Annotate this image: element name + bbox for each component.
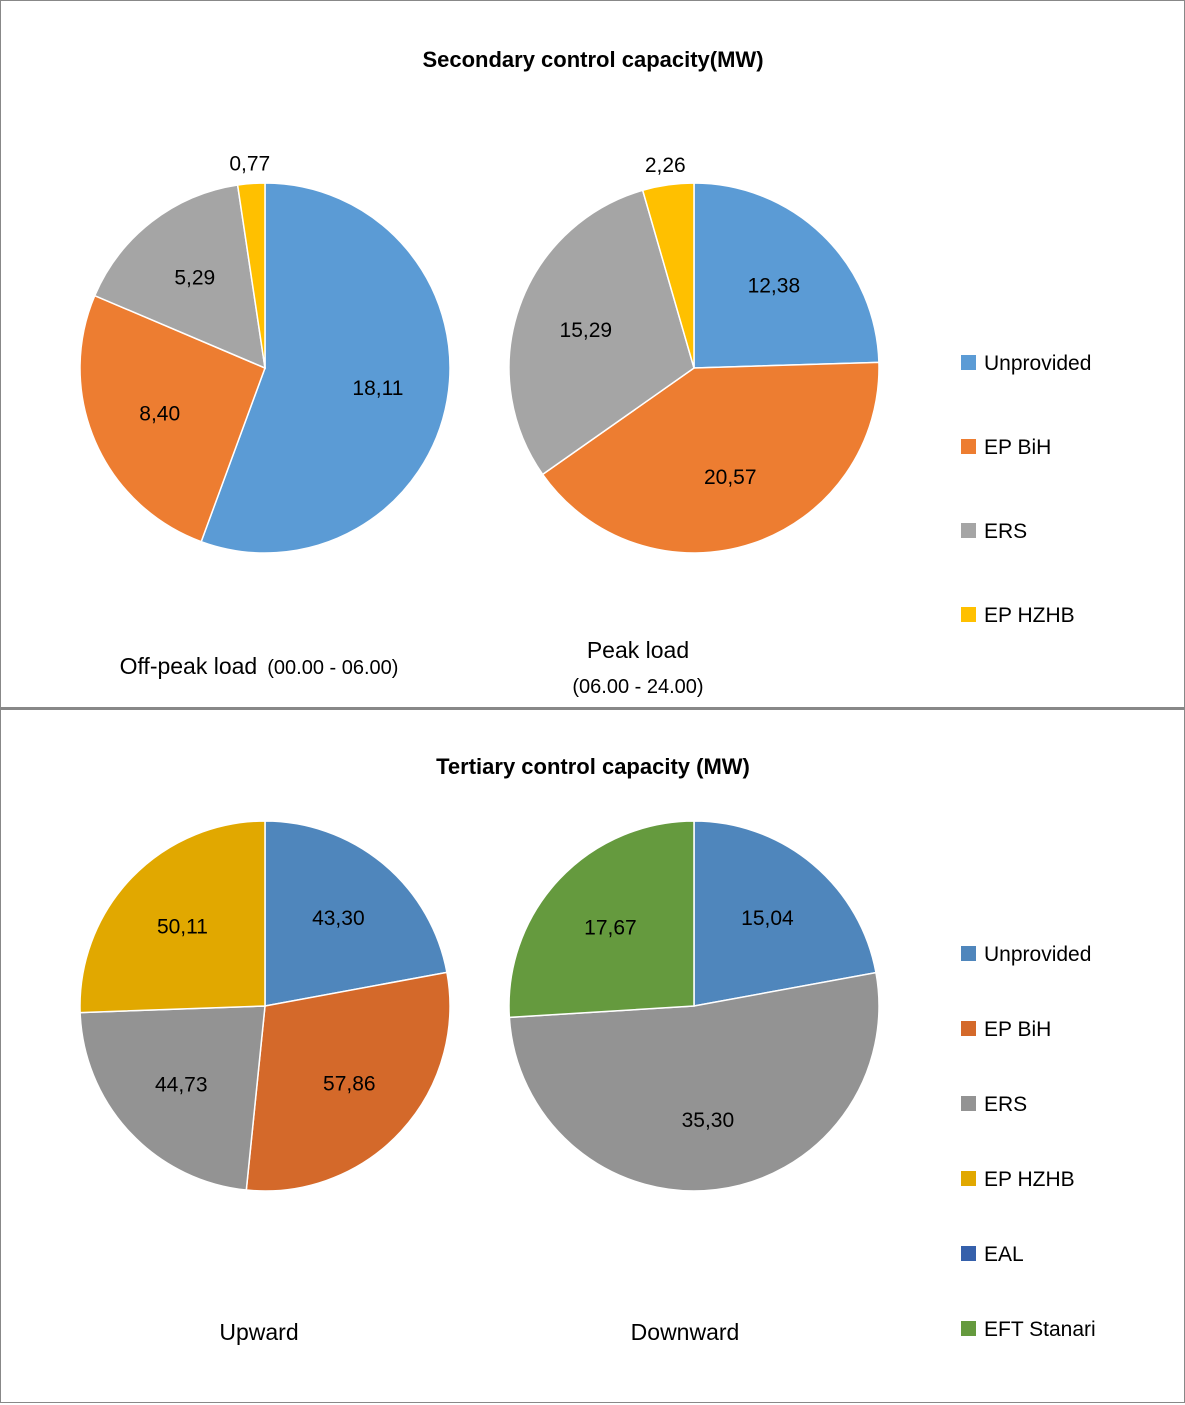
pie-peak: 12,38 20,57 15,29 2,26 xyxy=(508,154,880,554)
data-label-ep-hzhb: 0,77 xyxy=(229,153,270,176)
legend-label-unprovided: Unprovided xyxy=(984,943,1091,966)
secondary-chart-panel: Secondary control capacity(MW) 18,11 8,40… xyxy=(0,0,1185,708)
caption-peak-sub: (06.00 - 24.00) xyxy=(572,676,703,698)
pie-slice-unprovided xyxy=(693,182,880,369)
pie-slice-ers xyxy=(79,1005,266,1191)
tertiary-chart-svg: Tertiary control capacity (MW) 43,30 57,8… xyxy=(79,754,1096,1345)
data-label-ep-bih: 8,40 xyxy=(139,403,180,426)
pie-slice-unprovided xyxy=(264,820,448,1007)
pie-slice-unprovided xyxy=(693,820,877,1007)
data-label-unprovided: 15,04 xyxy=(741,907,794,930)
pie-slice-ep-hzhb xyxy=(79,820,266,1014)
legend-label-eal: EAL xyxy=(984,1243,1024,1266)
secondary-legend: Unprovided EP BiH ERS EP HZHB xyxy=(961,352,1091,627)
data-label-ers: 15,29 xyxy=(560,319,613,342)
data-label-unprovided: 18,11 xyxy=(352,377,403,400)
legend-label-unprovided: Unprovided xyxy=(984,352,1091,375)
data-label-unprovided: 12,38 xyxy=(748,275,801,298)
data-label-ep-bih: 20,57 xyxy=(704,466,757,489)
data-label-ers: 35,30 xyxy=(682,1109,735,1132)
legend-swatch-ers xyxy=(961,523,976,538)
caption-downward: Downward xyxy=(631,1319,740,1345)
data-label-ep-bih: 57,86 xyxy=(323,1073,376,1096)
data-label-ep-hzhb: 2,26 xyxy=(645,154,686,177)
legend-swatch-ep-bih xyxy=(961,1021,976,1036)
legend-label-ers: ERS xyxy=(984,520,1027,543)
legend-label-ep-hzhb: EP HZHB xyxy=(984,604,1075,627)
secondary-chart-svg: Secondary control capacity(MW) 18,11 8,40… xyxy=(79,47,1091,698)
legend-swatch-unprovided xyxy=(961,946,976,961)
tertiary-chart-panel: Tertiary control capacity (MW) 43,30 57,8… xyxy=(0,708,1185,1403)
pie-slice-ers xyxy=(93,184,266,370)
legend-swatch-unprovided xyxy=(961,355,976,370)
legend-label-ep-bih: EP BiH xyxy=(984,1018,1051,1041)
caption-off-peak: Off-peak load (00.00 - 06.00) xyxy=(120,653,399,679)
tertiary-legend: Unprovided EP BiH ERS EP HZHB EAL EFT Stanari xyxy=(961,943,1096,1341)
data-label-eft-stanari: 17,67 xyxy=(584,916,637,939)
pie-slice-ep-hzhb xyxy=(236,182,266,369)
data-label-ers: 5,29 xyxy=(174,266,215,289)
legend-swatch-eft-stanari xyxy=(961,1321,976,1336)
legend-label-ep-bih: EP BiH xyxy=(984,436,1051,459)
legend-swatch-eal xyxy=(961,1246,976,1261)
pie-upward: 43,30 57,86 44,73 50,11 xyxy=(79,820,451,1192)
legend-swatch-ep-bih xyxy=(961,439,976,454)
legend-label-ep-hzhb: EP HZHB xyxy=(984,1168,1075,1191)
pie-slice-unprovided xyxy=(200,182,451,554)
pie-off-peak: 18,11 8,40 5,29 0,77 xyxy=(79,153,451,554)
legend-swatch-ep-hzhb xyxy=(961,607,976,622)
pie-slice-ers xyxy=(508,971,880,1192)
data-label-ers: 44,73 xyxy=(155,1073,208,1096)
legend-swatch-ep-hzhb xyxy=(961,1171,976,1186)
data-label-ep-hzhb: 50,11 xyxy=(157,915,208,938)
caption-upward: Upward xyxy=(219,1319,298,1345)
pie-slice-ers xyxy=(508,189,695,476)
caption-peak: Peak load xyxy=(587,637,689,663)
pie-slice-ep-bih xyxy=(541,361,880,554)
secondary-chart-title: Secondary control capacity(MW) xyxy=(422,47,763,72)
data-label-unprovided: 43,30 xyxy=(312,907,365,930)
pie-slice-eft-stanari xyxy=(508,820,695,1019)
legend-label-eft-stanari: EFT Stanari xyxy=(984,1318,1096,1341)
tertiary-chart-title: Tertiary control capacity (MW) xyxy=(436,754,750,779)
pie-slice-ep-bih xyxy=(79,294,266,543)
pie-slice-ep-bih xyxy=(245,971,451,1192)
pie-slice-ep-hzhb xyxy=(641,182,695,369)
legend-swatch-ers xyxy=(961,1096,976,1111)
legend-label-ers: ERS xyxy=(984,1093,1027,1116)
pie-downward: 15,04 35,30 17,67 xyxy=(508,820,880,1192)
